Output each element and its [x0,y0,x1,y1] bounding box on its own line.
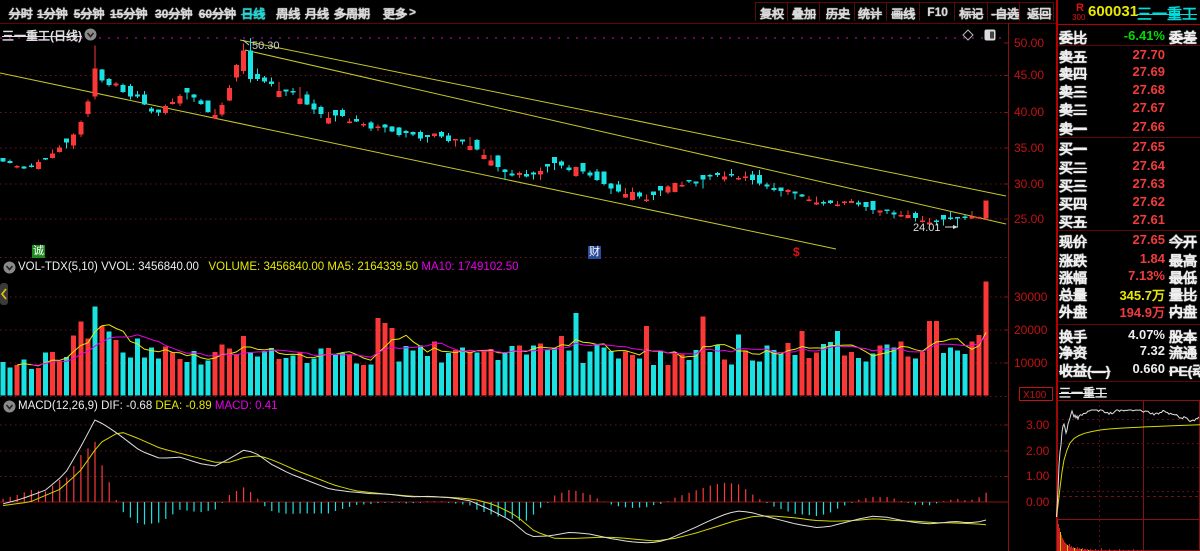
svg-text:20000: 20000 [1014,323,1048,337]
svg-text:40.00: 40.00 [1014,105,1044,119]
svg-text:1.00: 1.00 [1026,469,1050,483]
svg-text:50.30: 50.30 [252,40,280,52]
svg-text:3.00: 3.00 [1026,418,1050,432]
svg-text:X100: X100 [1023,390,1047,401]
svg-text:0.00: 0.00 [1026,495,1050,509]
svg-text:24.01: 24.01 [913,222,941,234]
svg-text:35.00: 35.00 [1014,141,1044,155]
svg-text:30000: 30000 [1014,290,1048,304]
svg-text:45.00: 45.00 [1014,68,1044,82]
svg-text:2.00: 2.00 [1026,444,1050,458]
svg-text:10000: 10000 [1014,356,1048,370]
svg-text:25.00: 25.00 [1014,212,1044,226]
svg-text:50.00: 50.00 [1014,36,1044,50]
svg-text:30.00: 30.00 [1014,177,1044,191]
